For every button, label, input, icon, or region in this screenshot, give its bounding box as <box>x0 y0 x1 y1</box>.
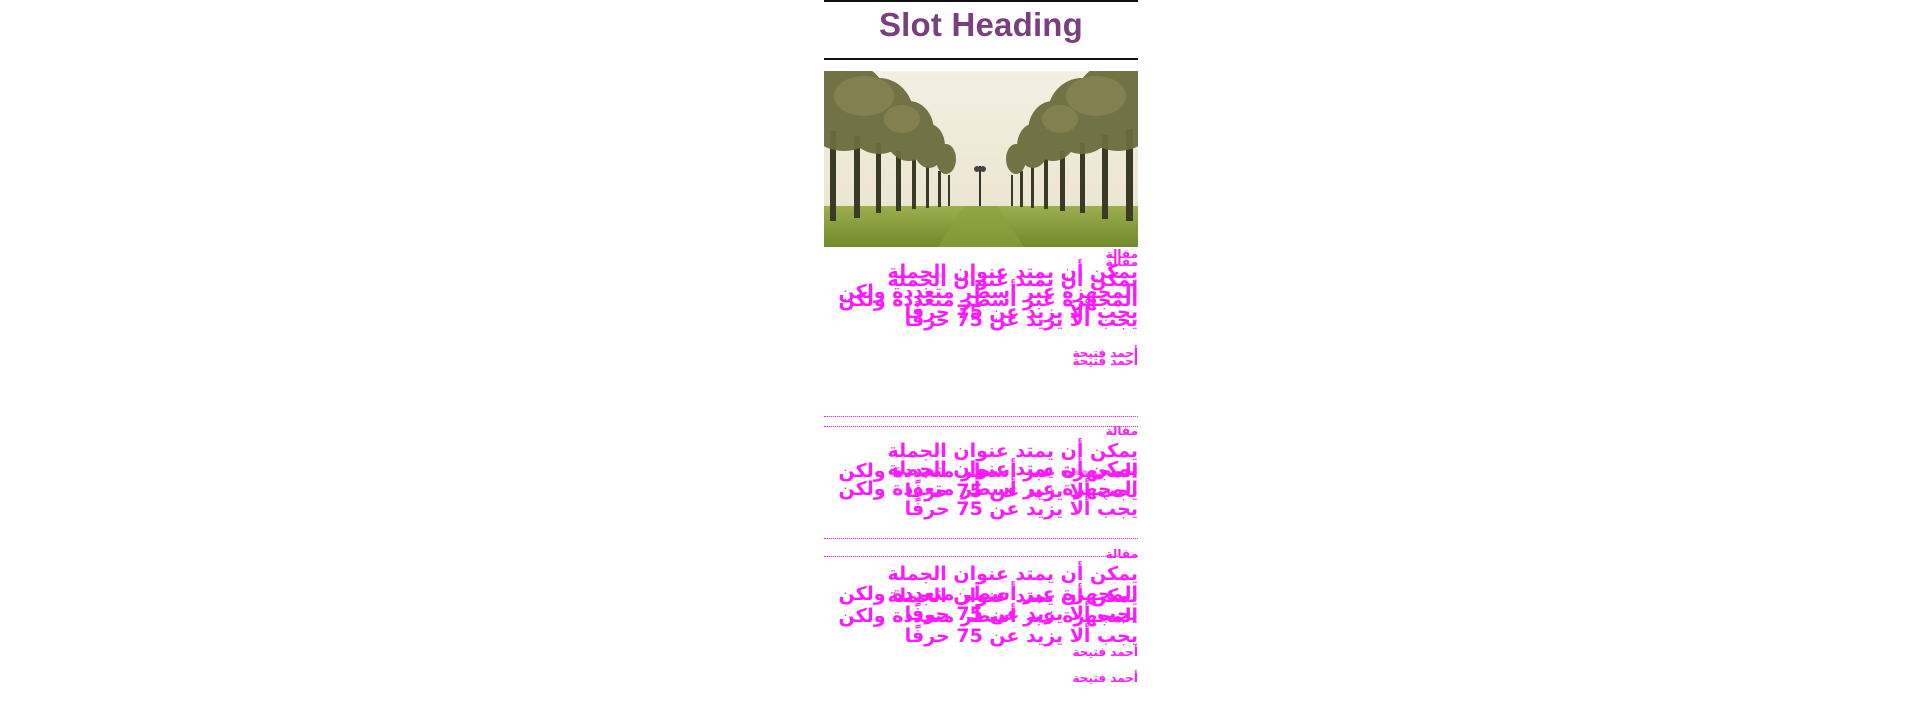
article-separator <box>824 556 1138 557</box>
featured-image[interactable] <box>824 71 1138 247</box>
article-kicker: مقالة <box>1105 424 1138 438</box>
article-title[interactable]: يمكن أن يمتد عنوان الجملة المجهزة عبر أس… <box>838 440 1138 502</box>
article-author[interactable]: أحمد فتيحة <box>1072 346 1139 360</box>
article-title-duplicate[interactable]: يمكن أن يمتد عنوان الجملة المجهزة عبر أس… <box>838 269 1138 331</box>
article-card[interactable]: مقالة يمكن أن يمتد عنوان الجملة المجهزة … <box>824 425 1138 535</box>
article-card[interactable]: مقالة يمكن أن يمتد عنوان الجملة المجهزة … <box>824 548 1138 688</box>
palm-avenue-photo-icon <box>824 71 1138 247</box>
article-card[interactable]: مقالة مقالة يمكن أن يمتد عنوان الجملة ال… <box>824 248 1138 368</box>
heading-top-rule <box>824 0 1138 2</box>
slot-heading: Slot Heading <box>878 6 1084 43</box>
article-title-duplicate[interactable]: يمكن أن يمتد عنوان الجملة المجهزة عبر أس… <box>838 458 1138 520</box>
article-title[interactable]: يمكن أن يمتد عنوان الجملة المجهزة عبر أس… <box>838 261 1138 323</box>
article-author-duplicate[interactable]: أحمد فتيحة <box>1072 354 1139 368</box>
article-separator <box>824 416 1138 417</box>
article-author[interactable]: أحمد فتيحة <box>1072 645 1139 659</box>
article-kicker: مقالة <box>1105 247 1138 261</box>
article-author-duplicate[interactable]: أحمد فتيحة <box>1072 671 1139 685</box>
article-kicker-duplicate: مقالة <box>1105 255 1138 269</box>
article-title-duplicate[interactable]: يمكن أن يمتد عنوان الجملة المجهزة عبر أس… <box>838 585 1138 647</box>
article-author[interactable]: أحمد فتيحة <box>1072 464 1139 478</box>
article-separator <box>824 538 1138 539</box>
article-separator <box>824 426 1138 427</box>
article-title[interactable]: يمكن أن يمتد عنوان الجملة المجهزة عبر أس… <box>838 563 1138 625</box>
heading-bottom-rule <box>824 58 1138 60</box>
article-kicker: مقالة <box>1105 547 1138 561</box>
content-slot: Slot Heading <box>824 0 1138 710</box>
